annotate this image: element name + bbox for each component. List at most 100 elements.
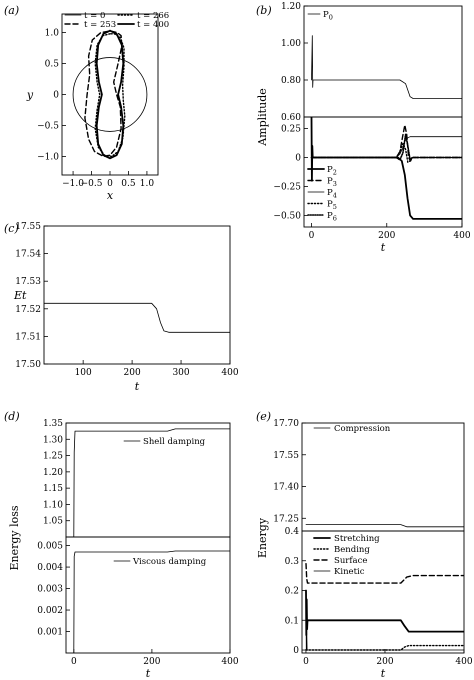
panel-c-xtick-label: 200 [124, 368, 141, 378]
panel-e-lower-series-1 [305, 644, 464, 651]
panel-e-xtick-label: 200 [376, 657, 393, 667]
panel-e-label: (e) [256, 410, 271, 423]
panel-a-legend-label: t = 0 [84, 11, 105, 21]
panel-d-upper-ytick-label: 1.30 [43, 435, 63, 445]
panel-e-legend-label: Bending [334, 545, 370, 555]
panel-d-legend-label: Shell damping [143, 437, 206, 447]
panel-c-series-0 [44, 302, 230, 333]
panel-e-upper-ytick-label: 17.25 [273, 514, 299, 524]
panel-d-upper-ytick-label: 1.15 [43, 484, 63, 494]
panel-b-legend-label: P4 [327, 188, 337, 200]
panel-b-upper-ytick-label: 1.20 [281, 2, 301, 12]
panel-a-series-t0 [72, 57, 148, 132]
panel-b-lower-ytick-label: −0.50 [273, 211, 301, 221]
panel-b-legend-label: P6 [327, 211, 337, 223]
panel-b-lower-ytick-label: 0 [295, 154, 301, 164]
panel-a-xtick-label: 0 [107, 179, 113, 189]
panel-b-xtick-label: 200 [378, 231, 395, 241]
panel-d-upper-ytick-label: 1.25 [43, 452, 63, 462]
panel-a-xtick-label: −1.0 [62, 179, 84, 189]
panel-d-upper-ytick-label: 1.10 [43, 500, 63, 510]
panel-a-series-2 [94, 33, 126, 158]
panel-a-label: (a) [4, 4, 19, 17]
panel-e-upper-ytick-label: 17.40 [273, 483, 299, 493]
panel-e-lower-ytick-label: 0 [293, 646, 299, 656]
panel-c-label: (c) [4, 222, 19, 235]
panel-d-lower-ytick-label: 0.005 [37, 542, 63, 552]
panel-e-lower-ytick-label: 0.4 [285, 527, 300, 537]
panel-a-legend-label: t = 266 [137, 11, 169, 21]
panel-b-legend-label: P5 [327, 200, 337, 212]
panel-a-xtick-label: 0.5 [121, 179, 136, 189]
panel-e-legend-label: Kinetic [334, 567, 365, 577]
panel-e-xtick-label: 400 [455, 657, 472, 667]
panel-d-lower-ytick-label: 0.003 [37, 585, 63, 595]
panel-c-xtick-label: 400 [221, 368, 238, 378]
panel-c-ytick-label: 17.55 [15, 222, 41, 232]
panel-e-upper-series-0 [305, 524, 464, 528]
panel-d-upper-series-0 [73, 428, 230, 537]
panel-a-series-1 [84, 30, 123, 158]
panel-a-ytick-label: −0.5 [37, 121, 59, 131]
panel-e-lower-ytick-label: 0.3 [285, 557, 300, 567]
panel-d-lower-ytick-label: 0.004 [37, 563, 63, 573]
panel-b-upper-frame [303, 5, 463, 118]
panel-d-ylabel: Energy loss [8, 505, 21, 570]
panel-b-ylabel: Amplitude [256, 88, 269, 147]
panel-d-upper-ytick-label: 1.20 [43, 468, 63, 478]
panel-a-ylabel: y [26, 89, 34, 102]
panel-b-lower-ytick-label: −0.25 [273, 182, 301, 192]
panel-d-lower-frame [65, 536, 231, 654]
panel-d-label: (d) [4, 410, 20, 423]
panel-c-ytick-label: 17.53 [15, 277, 41, 287]
panel-c-xtick-label: 300 [172, 368, 189, 378]
panel-a-ytick-label: −1.0 [37, 152, 59, 162]
panel-a-xtick-label: −0.5 [81, 179, 103, 189]
panel-b-lower-series-2 [311, 136, 462, 158]
panel-e-legend-label: Compression [334, 424, 391, 434]
panel-a-legend-label: t = 400 [137, 20, 169, 30]
panel-e-xtick-label: 0 [303, 657, 309, 667]
panel-c-ytick-label: 17.50 [15, 360, 41, 370]
panel-a-ytick-label: 0.5 [45, 60, 60, 70]
panel-e-legend-label: Surface [334, 556, 367, 566]
panel-e-ylabel: Energy [256, 517, 269, 558]
panel-b-lower-series-4 [310, 133, 462, 161]
panel-b-upper-series-0 [311, 35, 462, 99]
panel-b-lower-series-1 [310, 124, 462, 162]
panel-e-lower-ytick-label: 0.1 [285, 616, 299, 626]
panel-b-xlabel: t [381, 241, 386, 254]
panel-e-upper-frame [301, 422, 465, 532]
panel-d-xtick-label: 400 [221, 657, 238, 667]
panel-b-lower-frame [303, 116, 463, 228]
panel-e-xlabel: t [381, 667, 386, 680]
panel-b-legend-label: P3 [327, 177, 337, 189]
panel-e-legend-label: Stretching [334, 534, 380, 544]
panel-c-frame [43, 225, 231, 365]
panel-b-legend-label: P0 [323, 10, 333, 22]
panel-d-lower-ytick-label: 0.002 [37, 606, 63, 616]
panel-e-lower-frame [301, 530, 465, 654]
panel-a-ytick-label: 0 [53, 91, 59, 101]
panel-a-series-3 [95, 29, 125, 160]
panel-b-upper-ytick-label: 1.00 [281, 39, 301, 49]
panel-c-ylabel: Et [13, 289, 27, 302]
panel-c-ytick-label: 17.51 [15, 332, 41, 342]
panel-e-lower-series-2 [305, 563, 464, 584]
panel-d-lower-ytick-label: 0.001 [37, 628, 63, 638]
panel-a-legend-label: t = 253 [84, 20, 116, 30]
panel-d-legend-label: Viscous damping [132, 557, 207, 567]
panel-a-ytick-label: 1.0 [45, 29, 60, 39]
panel-d-xtick-label: 200 [143, 657, 160, 667]
panel-b-upper-ytick-label: 0.80 [281, 76, 301, 86]
panel-c-ytick-label: 17.54 [15, 250, 41, 260]
panel-b-xtick-label: 400 [453, 231, 470, 241]
panel-e-upper-ytick-label: 17.55 [273, 451, 299, 461]
panel-e-lower-series-0 [305, 589, 464, 636]
panel-e-lower-series-3 [305, 605, 464, 651]
panel-b-lower-ytick-label: 0.25 [281, 125, 301, 135]
panel-e-lower-ytick-label: 0.2 [285, 587, 299, 597]
panel-d-upper-ytick-label: 1.35 [43, 419, 63, 429]
panel-d-upper-ytick-label: 1.05 [43, 517, 63, 527]
